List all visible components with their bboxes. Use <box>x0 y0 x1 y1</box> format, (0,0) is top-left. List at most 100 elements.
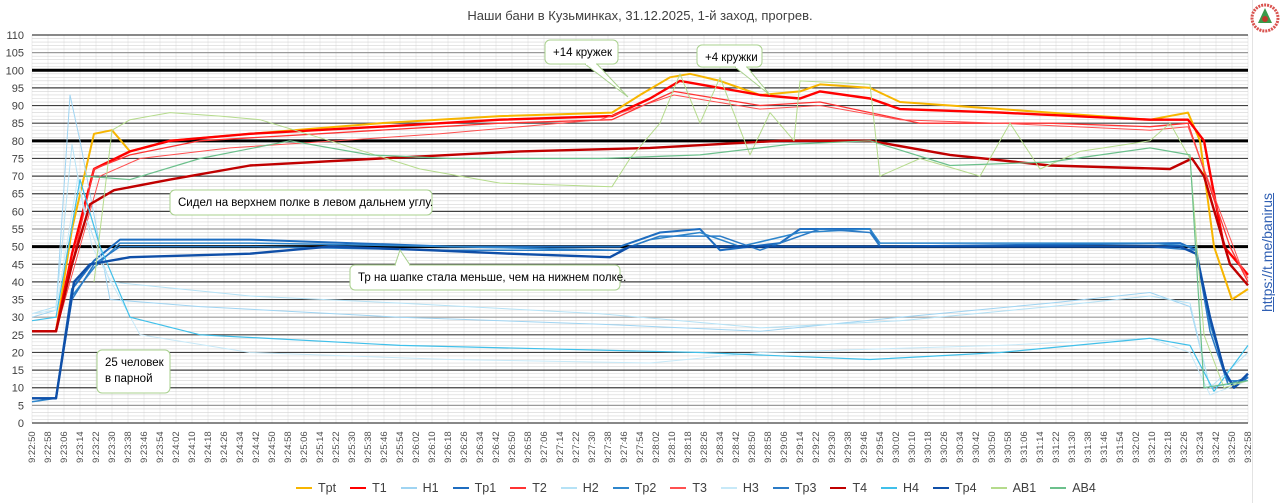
x-tick-label: 9:26:58 <box>523 431 534 463</box>
series-line-tpt <box>32 72 1249 333</box>
callout-box <box>696 44 763 68</box>
x-tick-label: 9:30:18 <box>923 431 934 463</box>
annotation-text: в парной <box>105 373 153 385</box>
y-tick-label: 0 <box>18 418 24 430</box>
annotation-text: 25 человек <box>105 357 165 369</box>
x-tick-label: 9:30:42 <box>971 431 982 463</box>
y-tick-label: 25 <box>12 330 24 342</box>
x-tick-label: 9:32:34 <box>1195 431 1206 463</box>
legend-label: T4 <box>852 481 868 495</box>
divider <box>1252 0 1253 503</box>
x-tick-label: 9:31:14 <box>1035 431 1046 463</box>
series-line-t4 <box>32 139 1249 333</box>
x-tick-label: 9:25:14 <box>315 431 326 463</box>
x-tick-label: 9:26:18 <box>443 431 454 463</box>
x-tick-label: 9:32:50 <box>1227 431 1238 463</box>
x-tick-label: 9:28:02 <box>651 431 662 463</box>
y-tick-label: 85 <box>12 118 24 130</box>
y-tick-label: 10 <box>12 383 24 395</box>
x-tick-label: 9:24:10 <box>187 431 198 463</box>
y-tick-label: 70 <box>12 171 24 183</box>
x-tick-label: 9:24:50 <box>267 431 278 463</box>
x-tick-label: 9:28:18 <box>683 431 694 463</box>
telegram-link[interactable]: https://t.me/banirus <box>1259 192 1275 312</box>
legend-swatch <box>720 487 737 489</box>
legend-swatch <box>400 487 417 489</box>
y-tick-label: 20 <box>12 347 24 359</box>
x-tick-label: 9:25:54 <box>395 431 406 463</box>
legend-swatch <box>560 487 577 489</box>
x-tick-label: 9:30:50 <box>987 431 998 463</box>
x-tick-label: 9:27:30 <box>587 431 598 463</box>
legend-label: T3 <box>692 481 707 495</box>
series-line-t1 <box>32 79 1249 333</box>
legend-item-ab1: AB1 <box>990 481 1037 495</box>
x-tick-label: 9:27:46 <box>619 431 630 463</box>
y-tick-label: 60 <box>12 206 24 218</box>
logo-emblem-icon <box>1250 3 1280 33</box>
chart-legend: Tpt T1 H1 Tp1 T2 H2 Tp2 T3 H3 Tp3 T4 H4 Tp4 AB1 AB4 <box>296 481 1110 495</box>
x-tick-label: 9:29:30 <box>827 431 838 463</box>
x-tick-label: 9:23:30 <box>107 431 118 463</box>
y-tick-label: 75 <box>12 153 24 165</box>
x-tick-label: 9:23:46 <box>139 431 150 463</box>
y-tick-label: 90 <box>12 101 24 113</box>
x-tick-label: 9:29:06 <box>779 431 790 463</box>
legend-label: AB1 <box>1012 481 1037 495</box>
x-tick-label: 9:24:34 <box>235 431 246 463</box>
legend-item-ab4: AB4 <box>1050 481 1096 495</box>
x-tick-label: 9:29:14 <box>795 431 806 463</box>
x-tick-label: 9:26:42 <box>491 431 502 463</box>
legend-swatch <box>772 487 789 489</box>
annotation-text: +4 кружки <box>705 52 758 64</box>
legend-label: Tp3 <box>794 481 817 495</box>
annotation-text: Сидел на верхнем полке в левом дальнем у… <box>178 197 433 209</box>
x-tick-label: 9:26:26 <box>459 431 470 463</box>
x-tick-label: 9:31:22 <box>1051 431 1062 463</box>
x-tick-label: 9:23:06 <box>59 431 70 463</box>
x-tick-label: 9:27:38 <box>603 431 614 463</box>
x-tick-label: 9:22:58 <box>43 431 54 463</box>
x-tick-label: 9:24:02 <box>171 431 182 463</box>
annotation-callout: Тр на шапке стала меньше, чем на нижнем … <box>349 248 626 291</box>
x-tick-label: 9:24:42 <box>251 431 262 463</box>
legend-swatch <box>1050 487 1067 489</box>
callout-box <box>544 39 619 65</box>
y-tick-label: 5 <box>18 400 24 412</box>
x-tick-label: 9:31:38 <box>1083 431 1094 463</box>
x-tick-label: 9:29:38 <box>843 431 854 463</box>
legend-swatch <box>670 487 687 489</box>
x-tick-label: 9:30:58 <box>1003 431 1014 463</box>
x-tick-label: 9:24:26 <box>219 431 230 463</box>
y-tick-label: 105 <box>6 48 24 60</box>
x-tick-label: 9:25:06 <box>299 431 310 463</box>
legend-item-t3: T3 <box>670 481 707 495</box>
legend-label: T2 <box>532 481 547 495</box>
annotation-text: Тр на шапке стала меньше, чем на нижнем … <box>358 272 626 284</box>
legend-label: Tp2 <box>634 481 657 495</box>
y-tick-label: 30 <box>12 312 24 324</box>
x-tick-label: 9:27:22 <box>571 431 582 463</box>
y-tick-label: 35 <box>12 295 24 307</box>
annotation-callout: 25 человек в парной <box>96 349 171 394</box>
legend-item-tp3: Tp3 <box>772 481 817 495</box>
legend-label: Tpt <box>318 481 337 495</box>
x-tick-label: 9:32:10 <box>1147 431 1158 463</box>
legend-label: Tp1 <box>474 481 497 495</box>
x-tick-label: 9:31:54 <box>1115 431 1126 463</box>
x-tick-label: 9:30:10 <box>907 431 918 463</box>
legend-swatch <box>990 487 1007 489</box>
series-line-ab4 <box>83 140 1249 389</box>
legend-swatch <box>933 487 950 489</box>
series-line-ab1 <box>93 73 1249 389</box>
legend-item-tp4: Tp4 <box>933 481 977 495</box>
x-tick-label: 9:23:38 <box>123 431 134 463</box>
legend-swatch <box>612 487 629 489</box>
x-tick-label: 9:29:46 <box>859 431 870 463</box>
x-tick-label: 9:30:26 <box>939 431 950 463</box>
series-line-h4 <box>31 179 1249 392</box>
x-tick-label: 9:32:42 <box>1211 431 1222 463</box>
x-tick-label: 9:31:06 <box>1019 431 1030 463</box>
x-tick-label: 9:32:18 <box>1163 431 1174 463</box>
